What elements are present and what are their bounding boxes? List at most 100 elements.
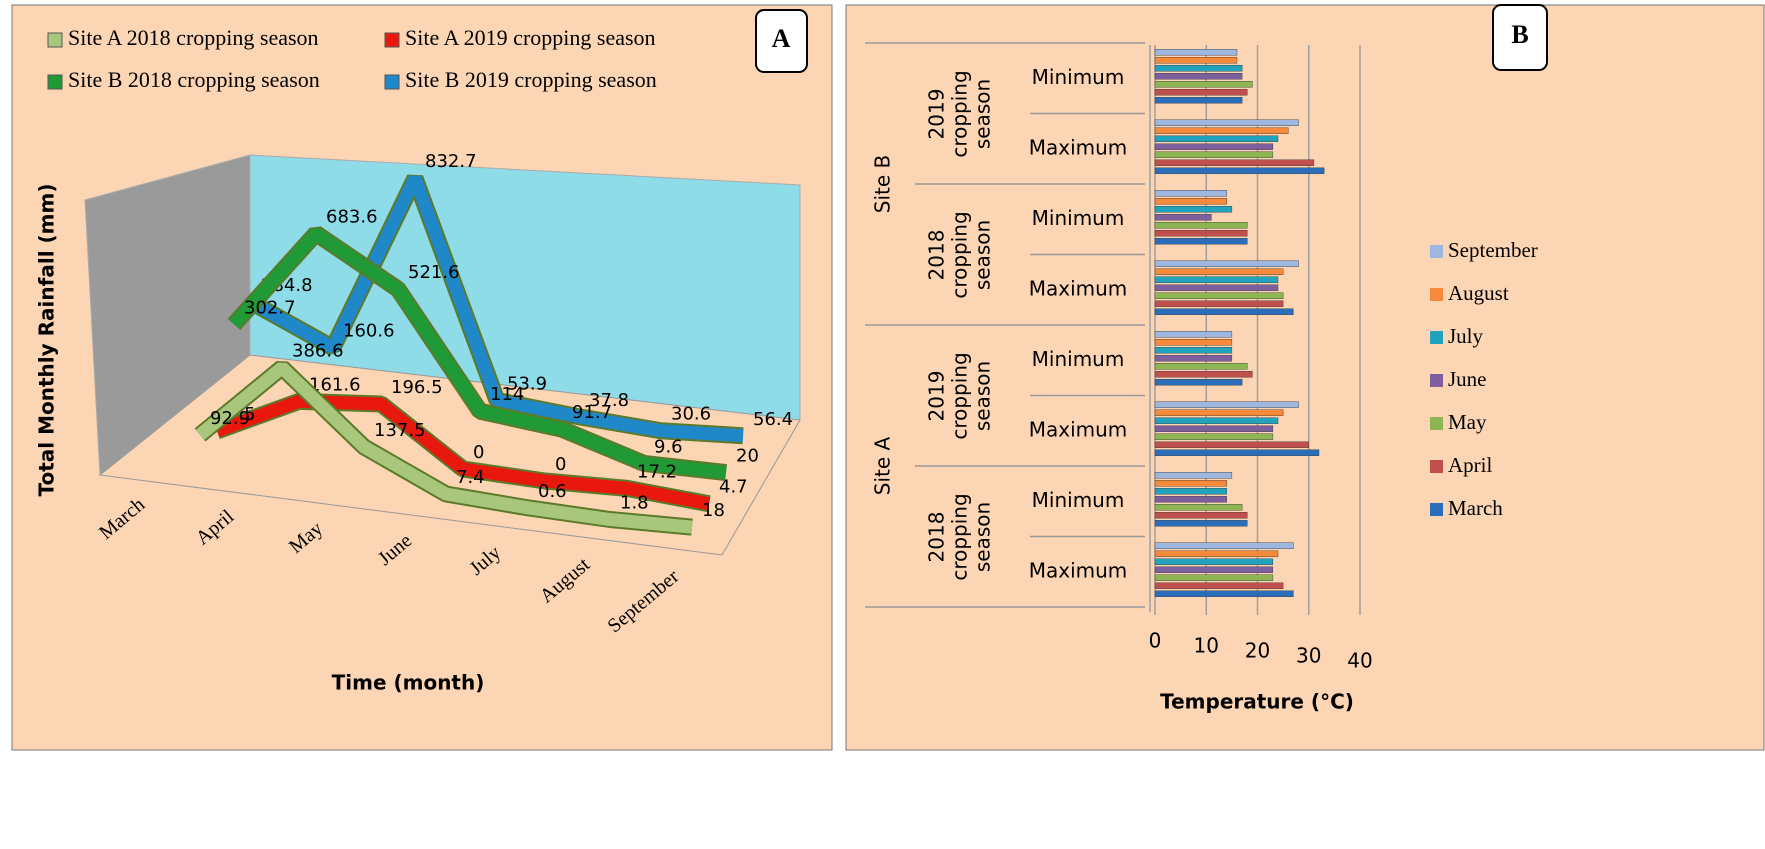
bar bbox=[1154, 49, 1238, 56]
legend-label: June bbox=[1448, 367, 1487, 391]
bar bbox=[1154, 566, 1274, 573]
x-tick-label: 30 bbox=[1296, 644, 1321, 668]
data-label: 91.7 bbox=[572, 402, 612, 423]
bar bbox=[1154, 167, 1325, 174]
bar bbox=[1154, 520, 1248, 527]
series-line bbox=[214, 394, 711, 511]
bar bbox=[1154, 89, 1248, 96]
legend-swatch bbox=[1430, 374, 1443, 387]
panel-b bbox=[845, 4, 1765, 751]
bar bbox=[1154, 347, 1233, 354]
legend-swatch bbox=[1430, 417, 1443, 430]
bar bbox=[1154, 300, 1284, 307]
panel-label-box bbox=[755, 9, 808, 73]
bar bbox=[1154, 590, 1294, 597]
y-tick-label: Maximum bbox=[1029, 417, 1128, 441]
bar bbox=[1154, 582, 1284, 589]
data-label: 30.6 bbox=[671, 404, 711, 425]
data-label: 53.9 bbox=[507, 373, 547, 394]
season-label: 2019 cropping season bbox=[924, 69, 995, 158]
y-tick-label: Maximum bbox=[1029, 558, 1128, 582]
data-label: 0 bbox=[473, 442, 484, 463]
data-label: 521.6 bbox=[408, 262, 460, 283]
series-line bbox=[247, 175, 744, 443]
bar bbox=[1154, 260, 1299, 267]
x-axis-title: Temperature (°C) bbox=[1160, 690, 1354, 714]
data-label: 7.4 bbox=[456, 467, 485, 488]
y-tick-label: Minimum bbox=[1032, 65, 1125, 89]
bar bbox=[1154, 143, 1274, 150]
x-tick-label: 40 bbox=[1347, 649, 1372, 673]
bar bbox=[1154, 230, 1248, 237]
data-label: 386.6 bbox=[292, 341, 344, 362]
site-label: Site A bbox=[871, 436, 895, 495]
bar bbox=[1154, 276, 1279, 283]
bar bbox=[1154, 441, 1309, 448]
season-label: 2018 cropping season bbox=[924, 492, 995, 581]
bar bbox=[1154, 574, 1274, 581]
legend-swatch bbox=[47, 32, 63, 48]
panel-label: A bbox=[772, 24, 791, 53]
data-label: 1.8 bbox=[620, 493, 649, 514]
data-label: 4.7 bbox=[719, 477, 748, 498]
bar bbox=[1154, 496, 1227, 503]
data-label: 160.6 bbox=[343, 321, 395, 342]
legend-swatch bbox=[47, 74, 63, 90]
y-tick-label: Maximum bbox=[1029, 135, 1128, 159]
bar bbox=[1154, 127, 1289, 134]
legend-label: Site B 2019 cropping season bbox=[405, 67, 657, 92]
bar bbox=[1154, 409, 1284, 416]
bar bbox=[1154, 542, 1294, 549]
legend-label: Site A 2019 cropping season bbox=[405, 25, 656, 50]
panel-label-box bbox=[1492, 4, 1548, 71]
bar bbox=[1154, 65, 1243, 72]
x-tick-label: 20 bbox=[1245, 639, 1270, 663]
bar bbox=[1154, 512, 1248, 519]
legend-swatch bbox=[1430, 331, 1443, 344]
panel-label: B bbox=[1511, 20, 1528, 49]
bar bbox=[1154, 363, 1248, 370]
bar bbox=[1154, 135, 1279, 142]
legend-label: Site B 2018 cropping season bbox=[68, 67, 320, 92]
data-label: 0 bbox=[555, 454, 566, 475]
bar bbox=[1154, 151, 1274, 158]
bar bbox=[1154, 480, 1227, 487]
bar bbox=[1154, 339, 1233, 346]
bar bbox=[1154, 449, 1320, 456]
y-tick-label: Minimum bbox=[1032, 347, 1125, 371]
data-label: 92.9 bbox=[210, 408, 250, 429]
data-label: 683.6 bbox=[326, 206, 378, 227]
bar bbox=[1154, 331, 1233, 338]
data-label: 832.7 bbox=[425, 151, 477, 172]
data-label: 20 bbox=[736, 446, 759, 467]
bar bbox=[1154, 214, 1212, 221]
bar bbox=[1154, 379, 1243, 386]
data-label: 302.7 bbox=[244, 297, 296, 318]
legend-swatch bbox=[1430, 460, 1443, 473]
data-label: 137.5 bbox=[374, 420, 426, 441]
bar bbox=[1154, 558, 1274, 565]
legend-label: March bbox=[1448, 496, 1503, 520]
legend-label: April bbox=[1448, 453, 1492, 477]
bar bbox=[1154, 238, 1248, 245]
bar bbox=[1154, 190, 1227, 197]
x-tick-label: 0 bbox=[1149, 629, 1162, 653]
bar bbox=[1154, 504, 1243, 511]
y-tick-label: Maximum bbox=[1029, 276, 1128, 300]
y-tick-label: Minimum bbox=[1032, 488, 1125, 512]
season-label: 2018 cropping season bbox=[924, 210, 995, 299]
data-label: 9.6 bbox=[654, 436, 683, 457]
bar bbox=[1154, 268, 1284, 275]
bar bbox=[1154, 73, 1243, 80]
legend-label: August bbox=[1448, 281, 1509, 305]
x-tick-label: 10 bbox=[1194, 634, 1219, 658]
series-line bbox=[195, 362, 693, 534]
bar bbox=[1154, 119, 1299, 126]
bar bbox=[1154, 284, 1279, 291]
x-axis-title: Time (month) bbox=[332, 671, 485, 695]
series-line bbox=[229, 228, 727, 480]
bar bbox=[1154, 472, 1233, 479]
bar bbox=[1154, 433, 1274, 440]
